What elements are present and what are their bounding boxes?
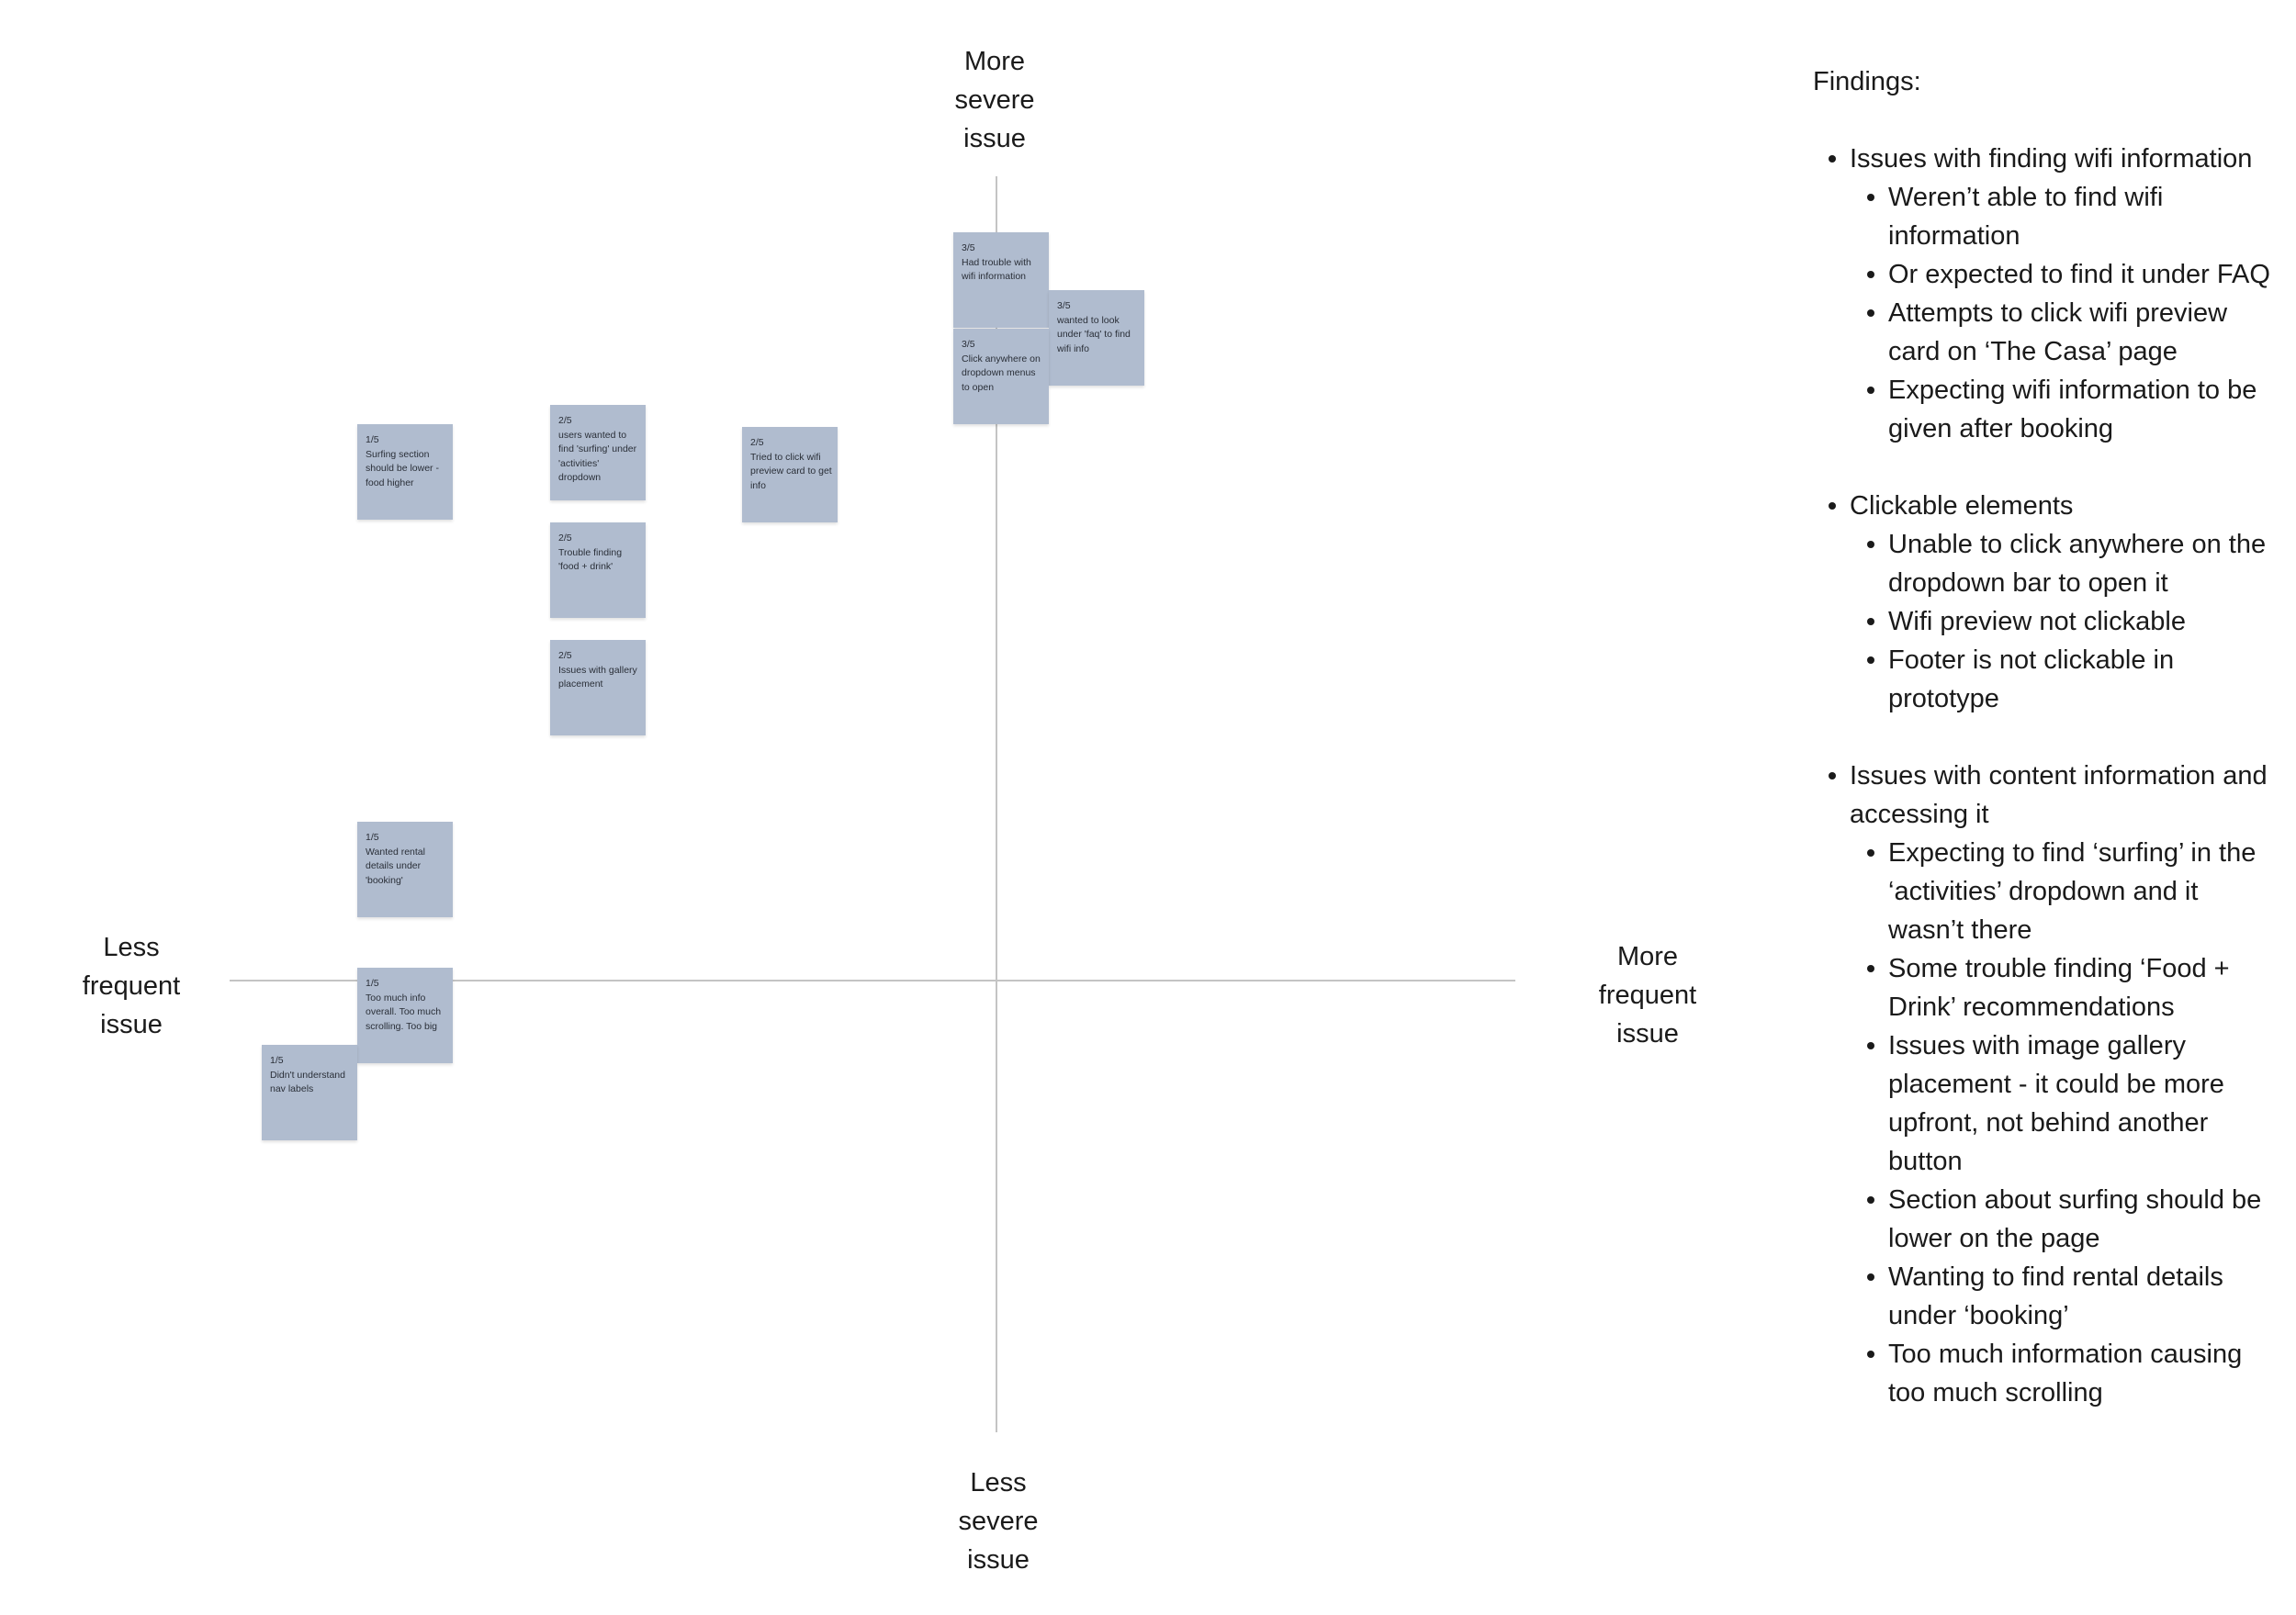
sticky-note[interactable]: 2/5 Tried to click wifi preview card to … bbox=[742, 427, 838, 522]
findings-item: Issues with image gallery placement - it… bbox=[1813, 1026, 2272, 1181]
note-text: users wanted to find 'surfing' under 'ac… bbox=[558, 429, 637, 484]
findings-item: Section about surfing should be lower on… bbox=[1813, 1181, 2272, 1258]
sticky-note[interactable]: 1/5 Didn't understand nav labels bbox=[262, 1045, 357, 1140]
findings-item: Wanting to find rental details under ‘bo… bbox=[1813, 1258, 2272, 1335]
findings-panel: Findings: Issues with finding wifi infor… bbox=[1813, 62, 2272, 1451]
sticky-note[interactable]: 3/5 wanted to look under 'faq' to find w… bbox=[1049, 290, 1144, 386]
sticky-note[interactable]: 2/5 Trouble finding 'food + drink' bbox=[550, 522, 646, 618]
note-score: 2/5 bbox=[558, 415, 572, 426]
note-score: 1/5 bbox=[366, 434, 379, 445]
note-score: 2/5 bbox=[558, 650, 572, 661]
sticky-note[interactable]: 3/5 Click anywhere on dropdown menus to … bbox=[953, 329, 1049, 424]
note-text: Click anywhere on dropdown menus to open bbox=[962, 353, 1041, 393]
findings-item: Expecting to find ‘surfing’ in the ‘acti… bbox=[1813, 834, 2272, 949]
sticky-note[interactable]: 2/5 users wanted to find 'surfing' under… bbox=[550, 405, 646, 500]
note-text: Trouble finding 'food + drink' bbox=[558, 546, 623, 573]
note-score: 2/5 bbox=[558, 533, 572, 544]
findings-item: Too much information causing too much sc… bbox=[1813, 1335, 2272, 1412]
sticky-note[interactable]: 1/5 Too much info overall. Too much scro… bbox=[357, 968, 453, 1063]
axis-label-left: Less frequent issue bbox=[82, 933, 181, 1039]
findings-item: Attempts to click wifi preview card on ‘… bbox=[1813, 294, 2272, 371]
sticky-note[interactable]: 1/5 Wanted rental details under 'booking… bbox=[357, 822, 453, 917]
note-text: Tried to click wifi preview card to get … bbox=[750, 451, 832, 491]
findings-group: Issues with finding wifi information Wer… bbox=[1813, 140, 2272, 448]
note-score: 3/5 bbox=[1057, 300, 1071, 311]
findings-item: Weren’t able to find wifi information bbox=[1813, 178, 2272, 255]
note-score: 2/5 bbox=[750, 437, 764, 448]
findings-group: Clickable elements Unable to click anywh… bbox=[1813, 487, 2272, 718]
findings-item: Footer is not clickable in prototype bbox=[1813, 641, 2272, 718]
note-text: Wanted rental details under 'booking' bbox=[366, 846, 425, 886]
axis-label-right: More frequent issue bbox=[1598, 942, 1697, 1049]
sticky-note[interactable]: 3/5 Had trouble with wifi information bbox=[953, 232, 1049, 328]
findings-item: Wifi preview not clickable bbox=[1813, 602, 2272, 641]
vertical-axis bbox=[996, 176, 997, 1432]
axis-label-bottom: Less severe issue bbox=[958, 1468, 1039, 1575]
findings-item: Or expected to find it under FAQ bbox=[1813, 255, 2272, 294]
findings-group: Issues with content information and acce… bbox=[1813, 757, 2272, 1412]
findings-item: Some trouble finding ‘Food + Drink’ reco… bbox=[1813, 949, 2272, 1026]
note-text: Had trouble with wifi information bbox=[962, 256, 1031, 283]
note-score: 3/5 bbox=[962, 339, 975, 350]
note-score: 1/5 bbox=[366, 832, 379, 843]
findings-title: Findings: bbox=[1813, 67, 1921, 96]
findings-group-heading: Issues with content information and acce… bbox=[1813, 757, 2272, 834]
findings-item: Unable to click anywhere on the dropdown… bbox=[1813, 525, 2272, 602]
axis-label-top: More severe issue bbox=[954, 47, 1035, 153]
note-score: 1/5 bbox=[366, 978, 379, 989]
note-text: Didn't understand nav labels bbox=[270, 1069, 345, 1095]
note-text: wanted to look under 'faq' to find wifi … bbox=[1057, 314, 1131, 354]
sticky-note[interactable]: 2/5 Issues with gallery placement bbox=[550, 640, 646, 735]
note-score: 3/5 bbox=[962, 242, 975, 253]
horizontal-axis bbox=[230, 980, 1515, 981]
note-text: Surfing section should be lower - food h… bbox=[366, 448, 439, 488]
findings-group-heading: Issues with finding wifi information bbox=[1813, 140, 2272, 178]
note-text: Issues with gallery placement bbox=[558, 664, 637, 690]
note-score: 1/5 bbox=[270, 1055, 284, 1066]
sticky-note[interactable]: 1/5 Surfing section should be lower - fo… bbox=[357, 424, 453, 520]
findings-group-heading: Clickable elements bbox=[1813, 487, 2272, 525]
note-text: Too much info overall. Too much scrollin… bbox=[366, 992, 442, 1032]
findings-item: Expecting wifi information to be given a… bbox=[1813, 371, 2272, 448]
